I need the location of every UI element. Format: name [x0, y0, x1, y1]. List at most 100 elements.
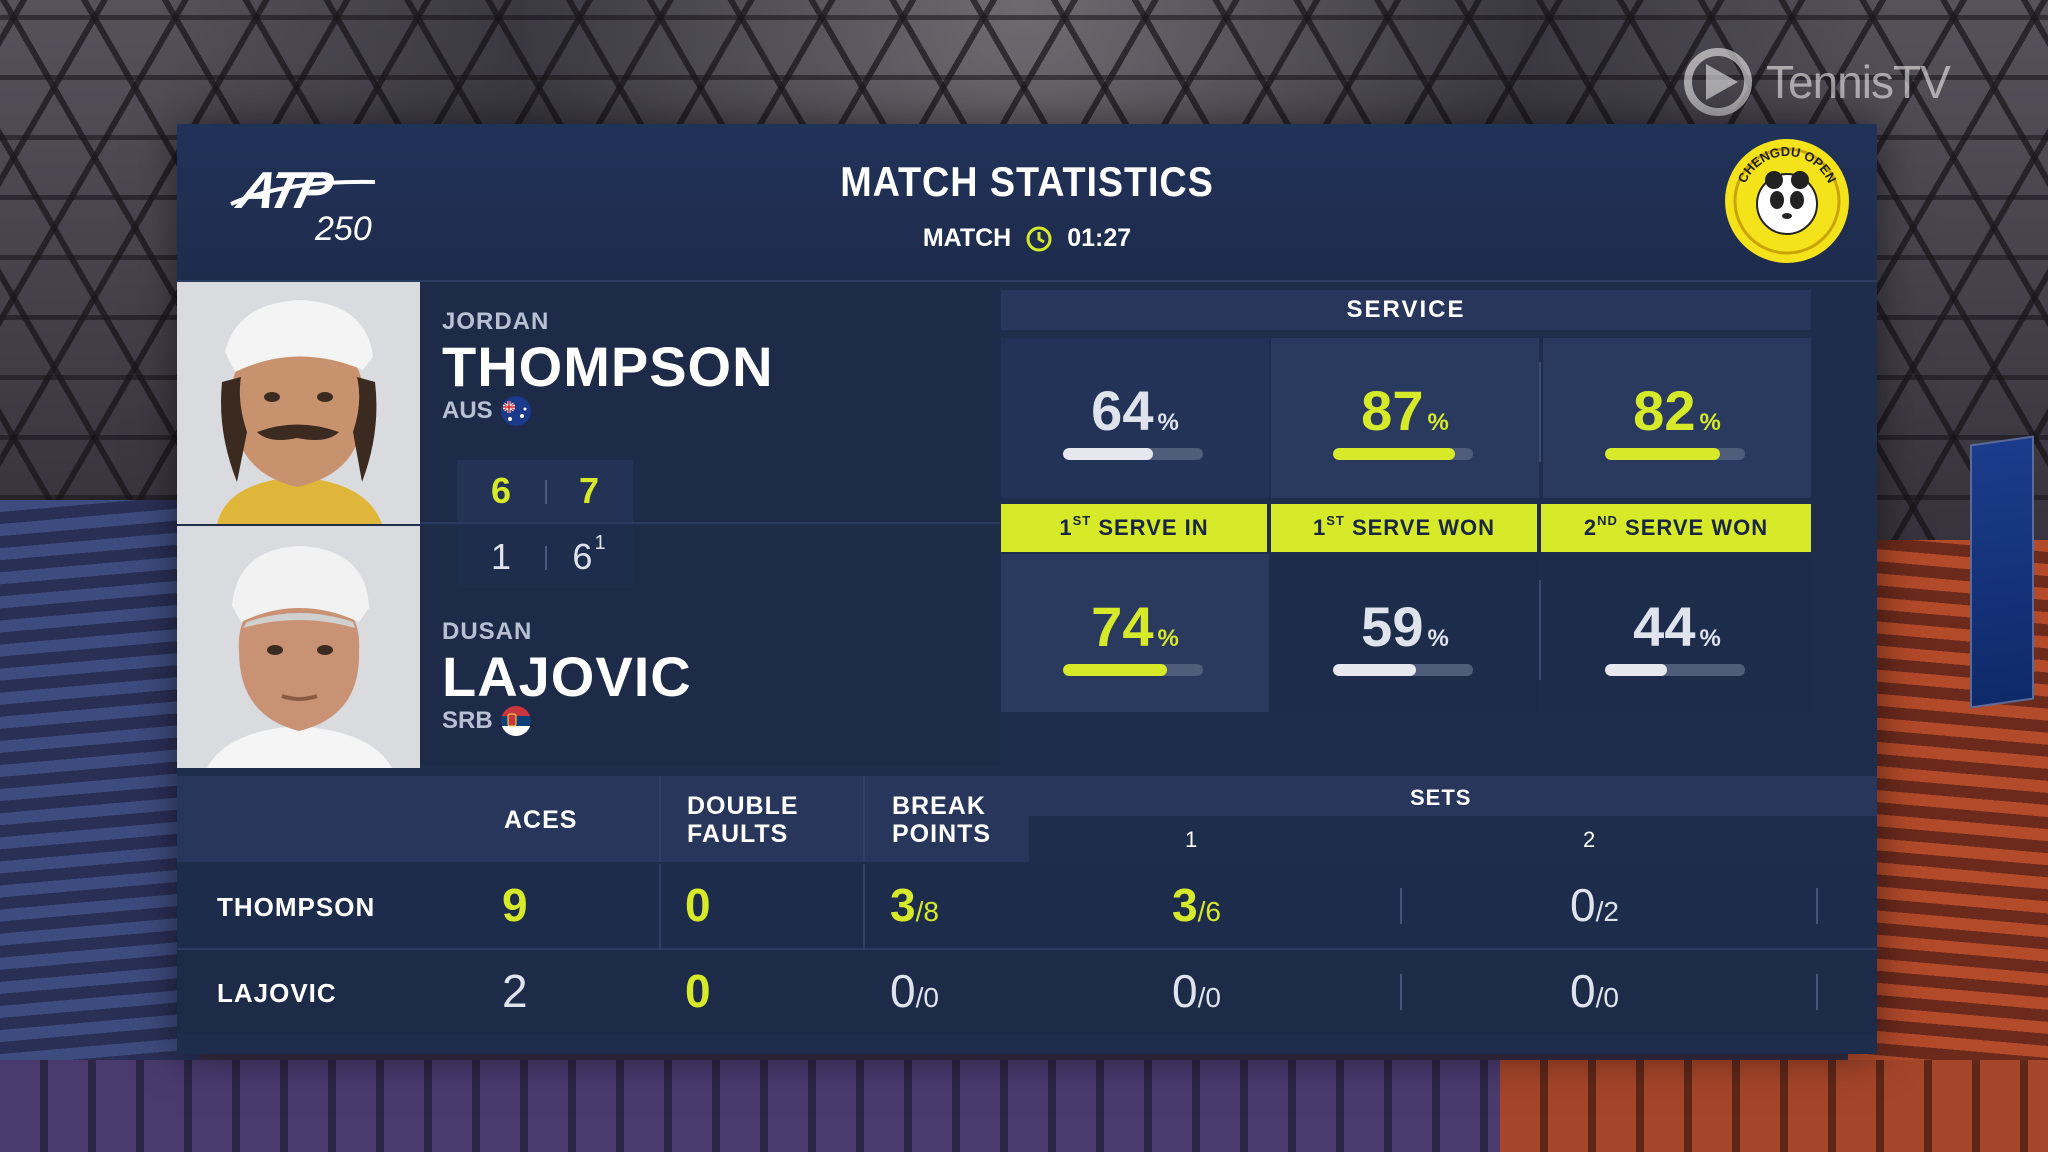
set2-break-points: 0/2 [1570, 879, 1619, 931]
country-code: AUS [442, 397, 493, 424]
table-row-thompson: THOMPSON 9 0 3/8 3/6 0/2 [177, 864, 1877, 950]
header-sets: SETS [1410, 785, 1472, 810]
score-row-thompson: 6 7 [457, 460, 633, 522]
stat-bar [1063, 664, 1203, 676]
stat-bar-fill [1605, 448, 1720, 460]
stat-bar-fill [1333, 448, 1455, 460]
page-title: MATCH STATISTICS [840, 158, 1214, 205]
table-row-lajovic: LAJOVIC 2 0 0/0 0/0 0/0 [177, 950, 1877, 1034]
label-1st-serve-won: 1 ST SERVE WON [1271, 504, 1537, 552]
stat-bar [1063, 448, 1203, 460]
double-faults-value: 0 [685, 879, 711, 931]
player-photo-lajovic [177, 526, 420, 768]
thompson-avatar [177, 282, 420, 524]
player-photo-thompson [177, 282, 420, 524]
set-score: 1 [457, 526, 545, 588]
match-stats-panel: ATP 250 MATCH STATISTICS MATCH 01:27 [177, 124, 1877, 1054]
stat-bar-fill [1605, 664, 1667, 676]
header-aces: ACES [504, 806, 578, 834]
stat-bar [1605, 448, 1745, 460]
service-heading: SERVICE [1001, 290, 1811, 330]
aces-value: 2 [502, 965, 528, 1017]
player-first-name: JORDAN [442, 308, 550, 335]
atp-level-text: 250 [314, 210, 372, 246]
serbia-flag-icon [500, 706, 531, 736]
player-country: SRB [442, 706, 531, 736]
tennistv-icon [1684, 48, 1752, 116]
double-faults-value: 0 [685, 965, 711, 1017]
column-tick [1816, 888, 1818, 924]
player-first-name: DUSAN [442, 618, 533, 645]
games: 1 [490, 536, 512, 577]
break-points-value: 0/0 [890, 965, 939, 1017]
stat-thompson-1st-serve-won: 87% [1271, 338, 1539, 498]
label-2nd-serve-won: 2 ND SERVE WON [1541, 504, 1811, 552]
column-separator [659, 864, 661, 1034]
stadium-screen [1970, 435, 2034, 709]
header-line: POINTS [892, 820, 992, 848]
header-break-points: BREAK POINTS [892, 792, 991, 848]
set-score: 6 [457, 460, 545, 522]
aces-value: 9 [502, 879, 528, 931]
stands-left [0, 500, 200, 1152]
header-line: BREAK [892, 792, 986, 820]
stat-value: 82% [1633, 379, 1721, 442]
atp-250-logo: ATP 250 [230, 162, 376, 246]
label-1st-serve-in: 1 ST SERVE IN [1001, 504, 1267, 552]
match-label: MATCH [922, 224, 1012, 252]
stat-bar [1333, 448, 1473, 460]
stat-value: 74% [1091, 595, 1179, 658]
column-separator [863, 776, 865, 862]
column-tick [1400, 888, 1402, 924]
header-line: FAULTS [687, 820, 789, 848]
column-tick [1816, 974, 1818, 1010]
games: 7 [578, 470, 600, 511]
broadcaster-name: TennisTV [1766, 56, 1951, 108]
player-country: AUS [442, 396, 531, 426]
column-tick [1400, 974, 1402, 1010]
match-duration: MATCH 01:27 [177, 224, 1877, 253]
row-player-name: THOMPSON [217, 892, 376, 922]
stat-lajovic-2nd-serve-won: 44% [1543, 554, 1811, 712]
player-last-name: THOMPSON [442, 335, 774, 398]
stat-value: 87% [1361, 379, 1449, 442]
header-line: DOUBLE [687, 792, 799, 820]
stat-thompson-2nd-serve-won: 82% [1543, 338, 1811, 498]
stat-value: 44% [1633, 595, 1721, 658]
set1-break-points: 0/0 [1172, 965, 1221, 1017]
stat-lajovic-1st-serve-won: 59% [1271, 554, 1539, 712]
stat-thompson-1st-serve-in: 64% [1001, 338, 1269, 498]
column-separator [863, 864, 865, 1034]
set2-break-points: 0/0 [1570, 965, 1619, 1017]
clock-icon [1026, 226, 1052, 251]
chengdu-open-logo: CHENGDU OPEN [1725, 139, 1849, 263]
row-player-name: LAJOVIC [217, 978, 337, 1008]
lajovic-avatar [177, 526, 420, 768]
australia-flag-icon [500, 396, 531, 426]
tennistv-logo: TennisTV [1680, 44, 1951, 120]
panel-header: ATP 250 MATCH STATISTICS MATCH 01:27 [177, 124, 1877, 282]
break-points-value: 3/8 [890, 879, 939, 931]
stat-bar-fill [1063, 664, 1167, 676]
games: 6 [490, 470, 512, 511]
stat-bar-fill [1333, 664, 1416, 676]
stat-value: 64% [1091, 379, 1179, 442]
stands-bottom-right [1500, 1060, 2048, 1152]
header-set-2: 2 [1583, 827, 1597, 852]
set-score: 7 [545, 460, 633, 522]
atp-logo-text: ATP [230, 162, 339, 220]
stat-bar-fill [1063, 448, 1153, 460]
stat-lajovic-1st-serve-in: 74% [1001, 554, 1269, 712]
tiebreak-score: 1 [594, 531, 606, 554]
stat-value: 59% [1361, 595, 1449, 658]
stat-divider [1539, 362, 1541, 462]
match-time-value: 01:27 [1067, 224, 1132, 252]
stat-bar [1333, 664, 1473, 676]
header-double-faults: DOUBLE FAULTS [687, 792, 799, 848]
games: 6 [572, 536, 593, 577]
sets-subheader [1029, 816, 1877, 862]
stat-bar [1605, 664, 1745, 676]
